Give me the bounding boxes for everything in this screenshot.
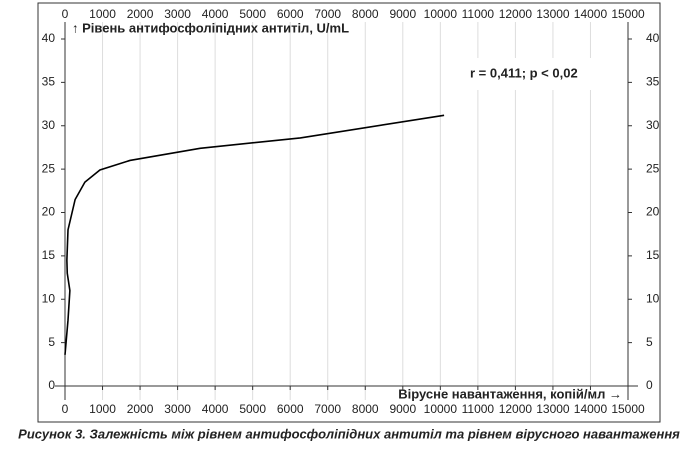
- x-tick-label: 10000: [424, 7, 458, 21]
- y-tick-label: 30: [42, 118, 56, 132]
- frame: [37, 2, 661, 423]
- x-tick-label: 7000: [314, 402, 341, 416]
- y-tick-label: 10: [646, 291, 660, 305]
- annotation: r = 0,411; p < 0,02: [470, 65, 578, 80]
- x-tick-label: 8000: [352, 7, 379, 21]
- x-tick-label: 4000: [202, 402, 229, 416]
- y-tick-label: 5: [48, 335, 55, 349]
- y-tick-label: 25: [42, 161, 56, 175]
- y-tick-label: 10: [42, 291, 56, 305]
- x-tick-label: 2000: [127, 7, 154, 21]
- y-tick-label: 20: [646, 205, 660, 219]
- x-tick-label: 5000: [239, 402, 266, 416]
- x-tick-label: 10000: [424, 402, 458, 416]
- y-tick-label: 40: [42, 31, 56, 45]
- y-tick-label: 25: [646, 161, 660, 175]
- x-tick-label: 0: [62, 402, 69, 416]
- y-tick-label: 30: [646, 118, 660, 132]
- x-tick-label: 3000: [164, 402, 191, 416]
- x-tick-label: 15000: [611, 402, 645, 416]
- x-tick-label: 6000: [277, 402, 304, 416]
- y-tick-label: 20: [42, 205, 56, 219]
- x-tick-label: 13000: [536, 7, 570, 21]
- x-tick-label: 14000: [574, 7, 608, 21]
- x-tick-label: 4000: [202, 7, 229, 21]
- x-tick-label: 9000: [389, 7, 416, 21]
- caption: Рисунок 3. Залежність між рівнем антифос…: [18, 426, 680, 441]
- x-tick-label: 11000: [462, 7, 495, 21]
- x-tick-label: 1000: [89, 7, 116, 21]
- x-axis-label: Вірусне навантаження, копій/мл →: [398, 386, 622, 401]
- y-tick-label: 0: [646, 378, 653, 392]
- y-tick-label: 40: [646, 31, 660, 45]
- x-tick-label: 9000: [389, 402, 416, 416]
- x-tick-label: 12000: [499, 7, 533, 21]
- x-tick-label: 2000: [127, 402, 154, 416]
- y-tick-label: 15: [42, 248, 56, 262]
- x-tick-label: 12000: [499, 402, 533, 416]
- x-tick-label: 11000: [462, 402, 495, 416]
- y-axis-label: ↑ Рівень антифосфоліпідних антитіл, U/mL: [72, 20, 349, 35]
- x-tick-label: 1000: [89, 402, 116, 416]
- x-tick-label: 7000: [314, 7, 341, 21]
- x-tick-label: 15000: [611, 7, 645, 21]
- y-tick-label: 0: [48, 378, 55, 392]
- y-tick-label: 35: [42, 75, 56, 89]
- x-tick-label: 5000: [239, 7, 266, 21]
- y-tick-label: 35: [646, 75, 660, 89]
- x-tick-label: 14000: [574, 402, 608, 416]
- x-tick-label: 3000: [164, 7, 191, 21]
- x-tick-label: 0: [62, 7, 69, 21]
- annotation-box: [446, 58, 616, 90]
- y-tick-label: 15: [646, 248, 660, 262]
- line: [64, 114, 445, 355]
- x-tick-label: 13000: [536, 402, 570, 416]
- x-label-box: [395, 386, 625, 404]
- y-tick-label: 5: [646, 335, 653, 349]
- x-tick-label: 6000: [277, 7, 304, 21]
- x-tick-label: 8000: [352, 402, 379, 416]
